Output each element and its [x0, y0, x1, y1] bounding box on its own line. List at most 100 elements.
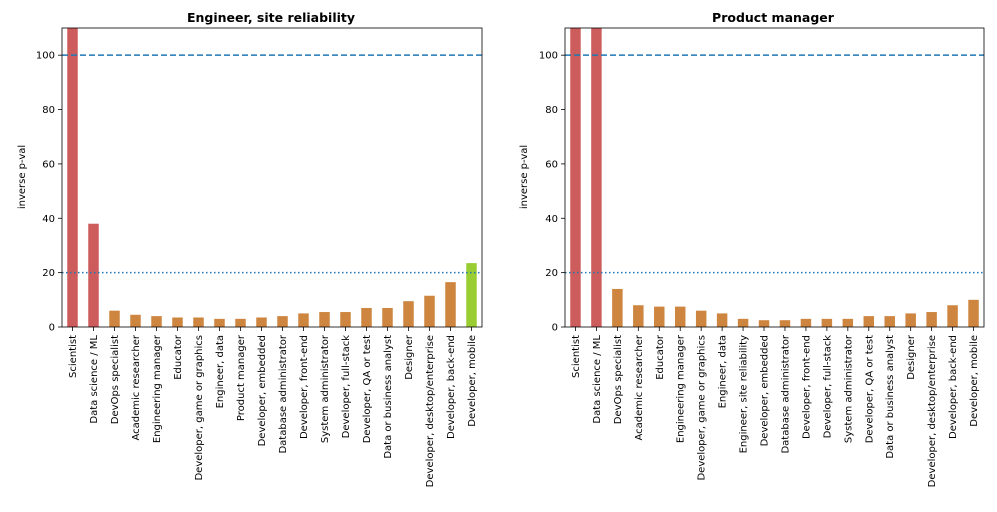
- bar-developer-desktop-enterprise: [926, 312, 937, 327]
- y-tick-label: 80: [545, 105, 558, 116]
- x-tick-label: Designer: [906, 334, 917, 380]
- x-tick-label: Developer, embedded: [257, 335, 268, 446]
- bar-scientist: [570, 28, 581, 327]
- y-tick-label: 0: [49, 323, 55, 334]
- x-tick-label: Engineer, data: [215, 335, 226, 408]
- y-tick-label: 40: [545, 214, 558, 225]
- bars: [570, 28, 979, 327]
- y-tick-label: 40: [42, 214, 55, 225]
- bar-designer: [905, 313, 916, 327]
- bar-devops-specialist: [109, 310, 120, 327]
- y-axis-label: inverse p-val: [519, 145, 530, 209]
- bars: [67, 28, 477, 327]
- x-tick-label: System administrator: [320, 334, 331, 443]
- bar-data-science-ml: [88, 223, 99, 327]
- y-tick-label: 20: [545, 268, 558, 279]
- bar-developer-desktop-enterprise: [424, 295, 435, 327]
- bar-engineer-data: [214, 318, 225, 327]
- x-tick-label: Educator: [655, 334, 666, 380]
- x-tick-label: Educator: [173, 334, 184, 380]
- bar-academic-researcher: [130, 314, 141, 327]
- x-tick-label: Developer, game or graphics: [697, 335, 708, 481]
- bar-data-or-business-analyst: [382, 307, 393, 327]
- x-tick-label: Designer: [404, 334, 415, 380]
- x-tick-label: Developer, QA or test: [362, 335, 373, 443]
- bar-designer: [403, 301, 414, 327]
- x-tick-label: Scientist: [571, 335, 582, 378]
- bar-developer-qa-or-test: [361, 307, 372, 327]
- bar-developer-back-end: [445, 282, 456, 327]
- x-tick-label: Data or business analyst: [885, 335, 896, 459]
- x-tick-label: DevOps specialist: [613, 335, 624, 424]
- x-tick-label: Database administrator: [278, 334, 289, 453]
- plot-frame: [61, 27, 483, 328]
- y-tick-label: 100: [36, 51, 55, 62]
- bar-developer-front-end: [298, 313, 309, 327]
- bar-data-or-business-analyst: [884, 316, 895, 327]
- bar-academic-researcher: [633, 305, 644, 327]
- bar-scientist: [67, 28, 78, 327]
- bar-product-manager: [235, 318, 246, 327]
- bar-engineering-manager: [151, 316, 162, 327]
- chart-panel-product-manager: Product manager inverse p-val 0 20 40 60 80 1…: [519, 10, 985, 487]
- x-tick-label: Product manager: [236, 334, 247, 421]
- x-tick-label: Developer, back-end: [446, 335, 457, 439]
- bar-developer-embedded: [256, 317, 267, 327]
- y-tick-label: 100: [539, 51, 558, 62]
- x-tick-label: System administrator: [843, 334, 854, 443]
- bar-engineering-manager: [674, 306, 686, 327]
- bar-engineer-site-reliability: [737, 318, 749, 327]
- plot-frame: [564, 27, 985, 328]
- x-tick-label: Developer, mobile: [467, 335, 478, 427]
- chart-panel-engineer-site-reliability: Engineer, site reliability inverse p-val…: [17, 10, 483, 487]
- x-tick-label: Developer, back-end: [948, 335, 959, 439]
- y-tick-label: 80: [42, 105, 55, 116]
- bar-educator: [172, 317, 183, 327]
- x-tick-label: Developer, desktop/enterprise: [927, 335, 938, 487]
- bar-developer-qa-or-test: [863, 316, 875, 327]
- y-tick-label: 60: [42, 159, 55, 170]
- y-tick-label: 60: [545, 159, 558, 170]
- x-tick-label: Engineering manager: [152, 334, 163, 443]
- bar-system-administrator: [319, 312, 330, 327]
- x-tick-label: Developer, QA or test: [864, 335, 875, 443]
- x-tick-label: Engineering manager: [676, 334, 687, 443]
- x-tick-label: Data science / ML: [89, 335, 100, 424]
- chart-title: Engineer, site reliability: [187, 10, 355, 25]
- x-tick-label: Developer, front-end: [801, 335, 812, 439]
- bar-developer-back-end: [947, 305, 958, 327]
- x-tick-label: Academic researcher: [634, 334, 645, 440]
- x-tick-label: Scientist: [68, 335, 79, 378]
- x-tick-label: Database administrator: [780, 334, 791, 453]
- bar-developer-embedded: [758, 320, 770, 327]
- bar-developer-full-stack: [340, 312, 351, 327]
- y-axis-label: inverse p-val: [17, 145, 28, 209]
- x-tick-label: DevOps specialist: [110, 335, 121, 424]
- chart-title: Product manager: [712, 10, 835, 25]
- x-tick-label: Data science / ML: [592, 335, 603, 424]
- bar-system-administrator: [842, 318, 854, 327]
- bar-database-administrator: [277, 316, 288, 327]
- x-tick-label: Developer, embedded: [760, 335, 771, 446]
- bar-educator: [654, 306, 665, 327]
- bar-data-science-ml: [591, 28, 602, 327]
- x-tick-label: Developer, mobile: [969, 335, 980, 427]
- bar-developer-game-or-graphics: [193, 317, 204, 327]
- x-tick-label: Developer, game or graphics: [194, 335, 205, 481]
- bar-developer-mobile: [466, 263, 477, 327]
- y-tick-label: 20: [42, 268, 55, 279]
- y-tick-label: 0: [552, 323, 558, 334]
- x-tick-label: Engineer, data: [718, 335, 729, 408]
- bar-devops-specialist: [612, 288, 623, 327]
- x-tick-label: Developer, full-stack: [341, 335, 352, 439]
- bar-developer-mobile: [968, 299, 979, 327]
- bar-developer-full-stack: [821, 318, 833, 327]
- bar-engineer-data: [716, 313, 728, 327]
- bar-developer-front-end: [800, 318, 812, 327]
- x-tick-label: Engineer, site reliability: [739, 335, 750, 453]
- bar-database-administrator: [779, 320, 791, 327]
- x-tick-label: Academic researcher: [131, 334, 142, 440]
- x-tick-label: Developer, front-end: [299, 335, 310, 439]
- x-tick-label: Developer, full-stack: [822, 335, 833, 439]
